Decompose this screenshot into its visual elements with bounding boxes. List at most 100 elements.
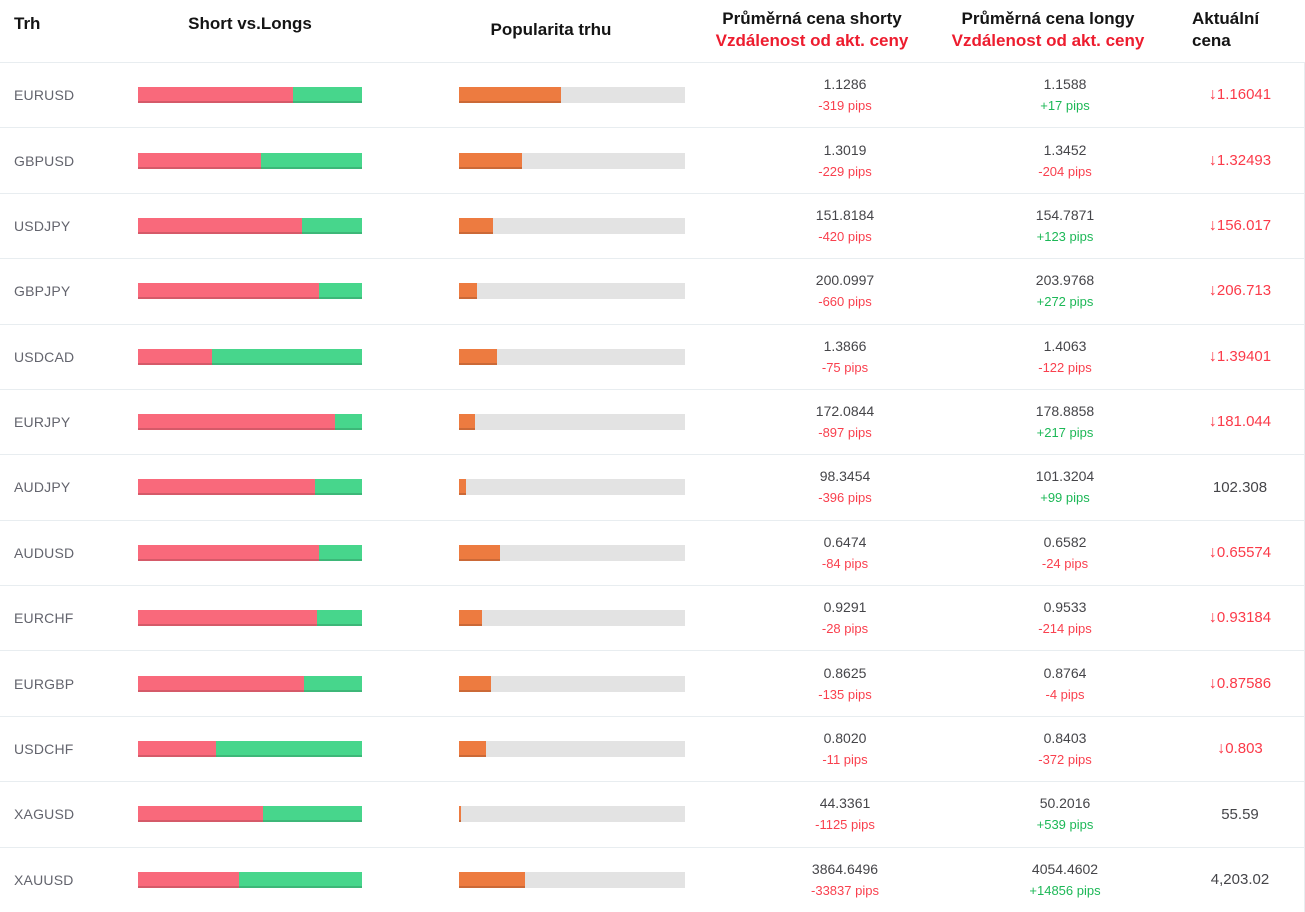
short-price-value: 1.1286 xyxy=(823,76,867,93)
long-distance: +14856 pips xyxy=(1029,882,1101,898)
long-price-value: 203.9768 xyxy=(1035,272,1095,289)
long-distance: +17 pips xyxy=(1040,98,1090,114)
market-label: EURUSD xyxy=(14,87,75,104)
short-bar-fill xyxy=(138,283,320,300)
short-price-cell: 0.8625 -135 pips xyxy=(735,663,955,705)
long-distance: -24 pips xyxy=(1041,555,1089,571)
header-current-price-line2: cena xyxy=(1192,31,1231,50)
long-bar-fill xyxy=(314,479,362,496)
short-price-cell: 1.1286 -319 pips xyxy=(735,74,955,116)
header-long-price: Průměrná cena longy Vzdálenost od akt. c… xyxy=(938,8,1158,52)
header-long-distance-line2: Vzdálenost od akt. ceny xyxy=(951,31,1145,50)
current-price-value: 1.32493 xyxy=(1216,151,1272,169)
market-label: XAUUSD xyxy=(14,871,74,888)
long-price-cell: 0.8764 -4 pips xyxy=(955,663,1175,705)
short-distance: -33837 pips xyxy=(811,882,879,898)
long-distance: +539 pips xyxy=(1036,817,1094,833)
short-long-bar xyxy=(138,152,362,169)
market-label: USDJPY xyxy=(14,217,71,234)
market-label: USDCHF xyxy=(14,740,74,757)
long-price-cell: 154.7871 +123 pips xyxy=(955,205,1175,247)
short-distance: -84 pips xyxy=(821,555,869,571)
price-down-arrow-icon: ↓ xyxy=(1208,216,1217,234)
long-price-cell: 101.3204 +99 pips xyxy=(955,466,1175,508)
popularity-bar xyxy=(459,152,685,169)
market-label: EURGBP xyxy=(14,675,75,692)
short-bar-fill xyxy=(138,348,212,365)
long-price-value: 0.8764 xyxy=(1043,664,1087,681)
current-price-value: 206.713 xyxy=(1216,282,1272,300)
short-distance: -660 pips xyxy=(818,294,872,310)
long-distance: +217 pips xyxy=(1036,425,1094,441)
popularity-bar xyxy=(459,414,685,431)
header-short-vs-longs: Short vs.Longs xyxy=(188,14,312,33)
long-price-cell: 1.4063 -122 pips xyxy=(955,336,1175,378)
short-price-value: 44.3361 xyxy=(819,795,871,812)
short-bar-fill xyxy=(138,806,264,823)
short-distance: -396 pips xyxy=(818,490,872,506)
popularity-bar xyxy=(459,479,685,496)
short-bar-fill xyxy=(138,414,336,431)
popularity-bar xyxy=(459,675,685,692)
short-price-value: 1.3019 xyxy=(823,141,867,158)
current-price-cell: ↓206.713 xyxy=(1175,282,1305,300)
long-price-value: 101.3204 xyxy=(1035,468,1095,485)
current-price-cell: ↓156.017 xyxy=(1175,217,1305,235)
short-price-cell: 151.8184 -420 pips xyxy=(735,205,955,247)
popularity-bar xyxy=(459,348,685,365)
long-bar-fill xyxy=(216,740,362,757)
popularity-bar xyxy=(459,610,685,627)
short-price-value: 0.8625 xyxy=(823,664,867,681)
long-bar-fill xyxy=(292,87,362,104)
short-price-value: 0.6474 xyxy=(823,533,867,550)
current-price-value: 55.59 xyxy=(1221,805,1259,823)
long-price-value: 50.2016 xyxy=(1039,795,1091,812)
short-bar-fill xyxy=(138,479,315,496)
short-distance: -75 pips xyxy=(821,359,869,375)
short-distance: -319 pips xyxy=(818,98,872,114)
short-price-value: 0.9291 xyxy=(823,599,867,616)
price-down-arrow-icon: ↓ xyxy=(1208,86,1217,104)
long-price-cell: 203.9768 +272 pips xyxy=(955,270,1175,312)
table-row: EURGBP 0.8625 -135 pips 0.8764 -4 pips ↓… xyxy=(0,650,1304,715)
market-label: USDCAD xyxy=(14,348,75,365)
table-body: EURUSD 1.1286 -319 pips 1.1588 +17 pips … xyxy=(0,62,1305,912)
short-long-bar xyxy=(138,479,362,496)
long-price-cell: 0.8403 -372 pips xyxy=(955,728,1175,770)
current-price-value: 1.16041 xyxy=(1216,86,1272,104)
popularity-fill xyxy=(459,217,493,234)
short-bar-fill xyxy=(138,610,318,627)
long-bar-fill xyxy=(303,675,362,692)
short-long-bar xyxy=(138,217,362,234)
short-distance: -229 pips xyxy=(818,163,872,179)
price-down-arrow-icon: ↓ xyxy=(1208,413,1217,431)
short-price-value: 200.0997 xyxy=(815,272,875,289)
current-price-cell: ↓0.803 xyxy=(1175,740,1305,758)
market-label: EURCHF xyxy=(14,610,74,627)
short-distance: -897 pips xyxy=(818,425,872,441)
long-distance: -214 pips xyxy=(1038,621,1092,637)
long-bar-fill xyxy=(211,348,362,365)
current-price-cell: ↓181.044 xyxy=(1175,413,1305,431)
long-bar-fill xyxy=(317,610,362,627)
long-price-cell: 50.2016 +539 pips xyxy=(955,793,1175,835)
popularity-fill xyxy=(459,544,500,561)
long-price-cell: 1.1588 +17 pips xyxy=(955,74,1175,116)
long-distance: -204 pips xyxy=(1038,163,1092,179)
long-price-value: 178.8858 xyxy=(1035,403,1095,420)
header-current-price: Aktuální cena xyxy=(1175,8,1305,52)
short-distance: -28 pips xyxy=(821,621,869,637)
current-price-value: 181.044 xyxy=(1216,413,1272,431)
long-bar-fill xyxy=(319,283,362,300)
current-price-value: 0.65574 xyxy=(1216,543,1272,561)
long-price-value: 1.1588 xyxy=(1043,76,1087,93)
price-down-arrow-icon: ↓ xyxy=(1208,543,1217,561)
popularity-fill xyxy=(459,283,478,300)
table-row: USDCAD 1.3866 -75 pips 1.4063 -122 pips … xyxy=(0,323,1304,389)
short-long-bar xyxy=(138,283,362,300)
short-price-cell: 98.3454 -396 pips xyxy=(735,466,955,508)
short-long-bar xyxy=(138,740,362,757)
current-price-cell: ↓4,203.02 xyxy=(1175,871,1305,888)
short-long-bar xyxy=(138,87,362,104)
